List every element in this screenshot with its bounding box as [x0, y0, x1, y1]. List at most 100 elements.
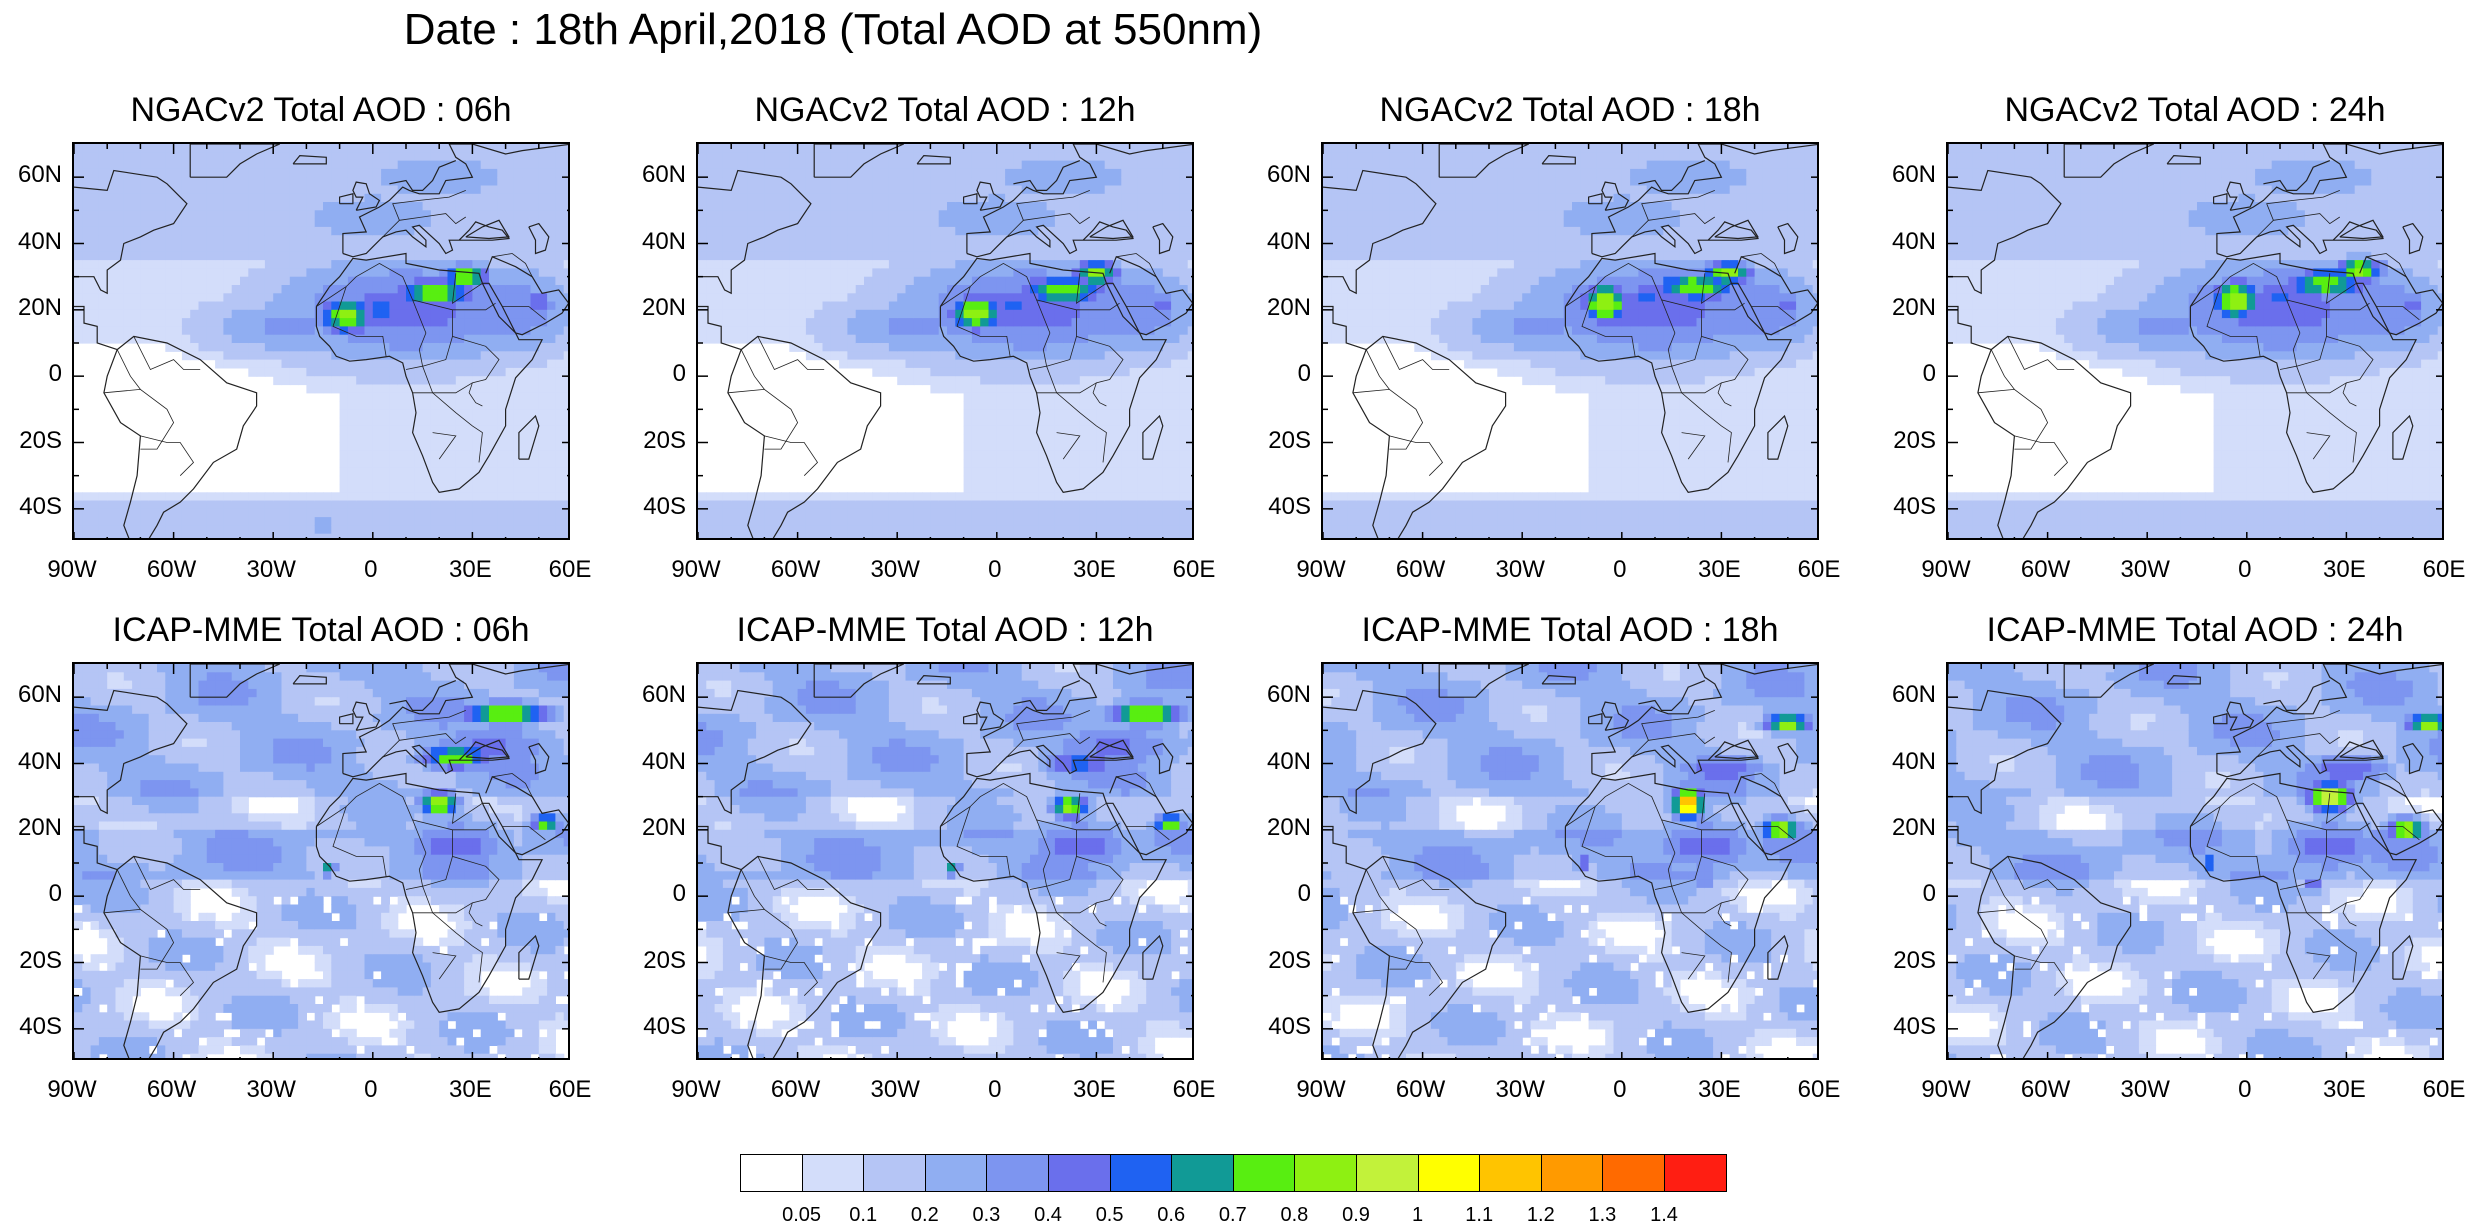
aod-cell — [99, 318, 108, 327]
aod-cell — [356, 144, 365, 153]
aod-cell — [174, 235, 183, 244]
aod-cell — [831, 492, 840, 501]
aod-cell — [199, 169, 208, 178]
aod-cell — [1055, 525, 1064, 534]
aod-cell — [748, 268, 757, 277]
aod-cell — [1096, 318, 1105, 327]
aod-cell — [116, 277, 125, 286]
aod-cell — [506, 534, 515, 540]
aod-cell — [897, 219, 906, 228]
aod-cell — [955, 517, 964, 526]
aod-cell — [847, 252, 856, 261]
aod-cell — [522, 534, 531, 540]
aod-cell — [889, 169, 898, 178]
aod-cell — [789, 293, 798, 302]
aod-cell — [547, 326, 556, 335]
aod-cell — [381, 244, 390, 253]
aod-cell — [564, 152, 570, 161]
aod-cell — [107, 501, 116, 510]
aod-cell — [406, 451, 415, 460]
aod-cell — [989, 517, 998, 526]
aod-cell — [248, 525, 257, 534]
aod-cell — [555, 219, 564, 228]
aod-cell — [740, 310, 749, 319]
aod-cell — [497, 467, 506, 476]
aod-cell — [1105, 509, 1114, 518]
aod-cell — [1130, 293, 1139, 302]
aod-cell — [547, 343, 556, 352]
aod-cell — [149, 219, 158, 228]
aod-cell — [1072, 268, 1081, 277]
aod-cell — [823, 152, 832, 161]
aod-cell — [1130, 534, 1139, 540]
aod-cell — [514, 360, 523, 369]
aod-cell — [306, 285, 315, 294]
aod-cell — [1005, 161, 1014, 170]
aod-cell — [1179, 152, 1188, 161]
aod-cell — [1146, 509, 1155, 518]
aod-cell — [1146, 285, 1155, 294]
aod-cell — [506, 194, 515, 203]
aod-cell — [340, 459, 349, 468]
aod-cell — [1047, 318, 1056, 327]
lat-tick-label: 60N — [626, 161, 686, 189]
aod-cell — [240, 318, 249, 327]
aod-cell — [389, 277, 398, 286]
aod-cell — [1163, 202, 1172, 211]
aod-cell — [348, 509, 357, 518]
aod-cell — [531, 525, 540, 534]
aod-cell — [223, 517, 232, 526]
aod-cell — [414, 326, 423, 335]
aod-cell — [373, 169, 382, 178]
aod-cell — [439, 459, 448, 468]
aod-cell — [906, 351, 915, 360]
aod-cell — [564, 393, 570, 402]
aod-cell — [947, 219, 956, 228]
aod-cell — [431, 360, 440, 369]
aod-cell — [298, 177, 307, 186]
aod-cell — [315, 501, 324, 510]
aod-cell — [389, 517, 398, 526]
aod-cell — [522, 401, 531, 410]
aod-cell — [439, 534, 448, 540]
aod-cell — [257, 517, 266, 526]
aod-cell — [174, 277, 183, 286]
aod-cell — [773, 244, 782, 253]
aod-cell — [257, 534, 266, 540]
aod-cell — [107, 277, 116, 286]
aod-cell — [298, 335, 307, 344]
aod-cell — [1121, 492, 1130, 501]
aod-cell — [939, 525, 948, 534]
aod-cell — [814, 227, 823, 236]
aod-cell — [497, 443, 506, 452]
aod-cell — [1105, 409, 1114, 418]
aod-cell — [955, 161, 964, 170]
aod-cell — [531, 202, 540, 211]
aod-cell — [897, 302, 906, 311]
aod-cell — [240, 268, 249, 277]
aod-cell — [323, 194, 332, 203]
aod-cell — [856, 177, 865, 186]
aod-cell — [1047, 210, 1056, 219]
aod-cell — [1072, 476, 1081, 485]
aod-cell — [1013, 434, 1022, 443]
aod-cell — [1047, 443, 1056, 452]
aod-cell — [856, 252, 865, 261]
aod-cell — [381, 451, 390, 460]
aod-cell — [964, 277, 973, 286]
aod-cell — [980, 343, 989, 352]
aod-cell — [1113, 268, 1122, 277]
aod-cell — [997, 302, 1006, 311]
aod-cell — [555, 152, 564, 161]
aod-cell — [972, 418, 981, 427]
aod-cell — [190, 285, 199, 294]
aod-cell — [814, 525, 823, 534]
aod-cell — [789, 169, 798, 178]
aod-cell — [839, 161, 848, 170]
aod-cell — [282, 310, 291, 319]
aod-cell — [481, 467, 490, 476]
aod-cell — [1055, 467, 1064, 476]
aod-cell — [856, 310, 865, 319]
aod-cell — [947, 244, 956, 253]
aod-cell — [889, 310, 898, 319]
